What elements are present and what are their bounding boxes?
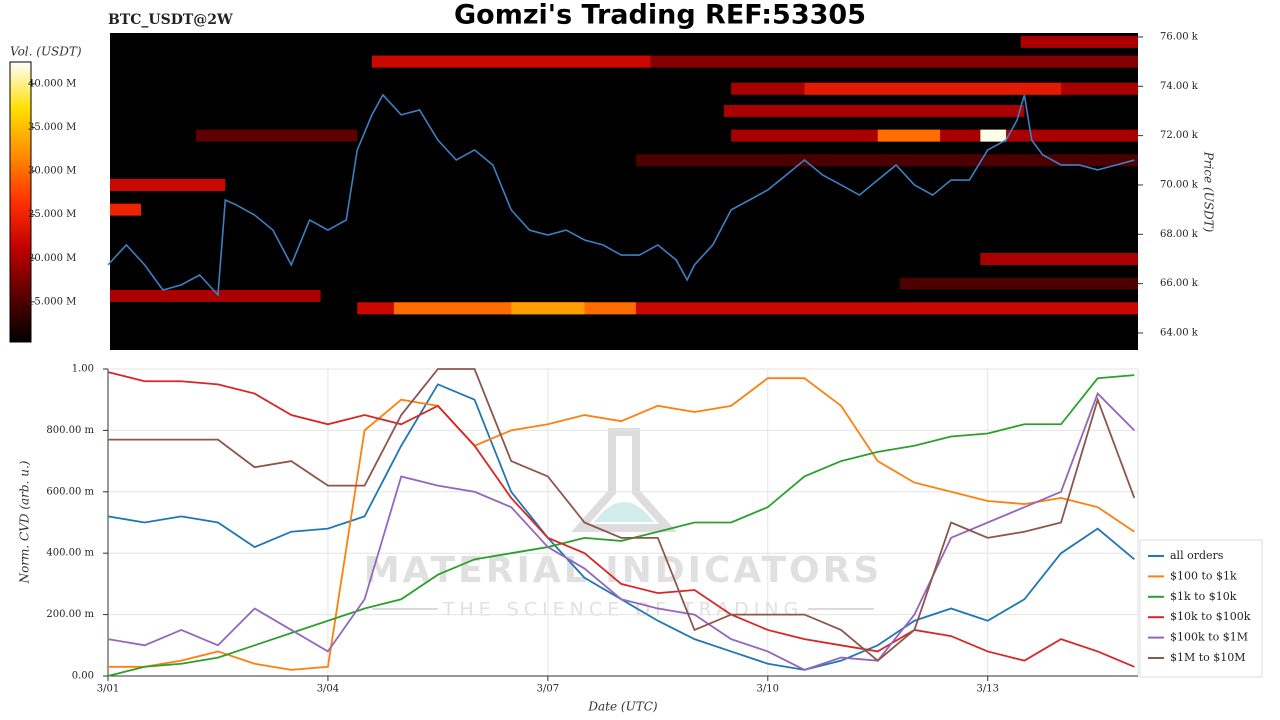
y-axis-label: Price (USDT) <box>1202 151 1216 233</box>
heatmap-cell <box>723 104 1025 117</box>
legend-label: $100k to $1M <box>1170 631 1248 644</box>
y-tick-label: 66.00 k <box>1160 278 1199 289</box>
x-tick-label: 3/10 <box>757 684 779 695</box>
x-axis-label: Date (UTC) <box>587 700 657 714</box>
legend-label: $100 to $1k <box>1170 569 1237 582</box>
y-tick-label: 600.00 m <box>46 486 94 497</box>
heatmap-cell <box>110 203 141 216</box>
colorbar-tick-label: 15.000 M <box>28 296 76 307</box>
heatmap-cell <box>877 129 941 142</box>
heatmap-cell <box>980 252 1138 265</box>
plot-background <box>107 368 1139 677</box>
price-line <box>107 93 1135 297</box>
heatmap-cell <box>110 178 226 191</box>
y-tick-label: 0.00 <box>72 671 94 682</box>
legend-label: $10k to $100k <box>1170 610 1251 623</box>
heatmap-cell <box>980 129 1007 142</box>
chart-title: Gomzi's Trading REF:53305 <box>454 0 866 31</box>
colorbar-tick-label: 25.000 M <box>28 209 76 220</box>
heatmap-cell <box>195 129 358 142</box>
y-tick-label: 64.00 k <box>1160 327 1199 338</box>
y-tick-label: 70.00 k <box>1160 179 1199 190</box>
colorbar-label: Vol. (USDT) <box>10 45 82 59</box>
colorbar-tick-label: 30.000 M <box>28 166 76 177</box>
series-line <box>107 374 1135 677</box>
x-tick-label: 3/13 <box>976 684 998 695</box>
y-tick-label: 1.00 <box>72 364 94 375</box>
heatmap-cell <box>511 302 585 315</box>
series-line <box>108 368 1136 662</box>
y-tick-label: 400.00 m <box>46 548 94 559</box>
legend-label: $1k to $10k <box>1170 590 1237 603</box>
series-line <box>108 377 1135 671</box>
y-tick-label: 74.00 k <box>1160 81 1199 92</box>
y-tick-label: 800.00 m <box>46 425 94 436</box>
subtitle: BTC_USDT@2W <box>108 12 233 28</box>
heatmap-cell <box>899 277 1138 290</box>
y-tick-label: 76.00 k <box>1160 31 1199 42</box>
y-tick-label: 68.00 k <box>1160 229 1199 240</box>
watermark-subtitle: THE SCIENCE OF TRADING <box>442 599 804 621</box>
heatmap-cell <box>804 82 1062 95</box>
y-axis-label: Norm. CVD (arb. u.) <box>18 460 32 584</box>
legend-label: $1M to $10M <box>1170 651 1246 664</box>
x-tick-label: 3/01 <box>97 684 119 695</box>
x-tick-label: 3/04 <box>317 684 339 695</box>
heatmap-cell <box>110 289 321 302</box>
legend-label: all orders <box>1170 549 1224 562</box>
heatmap-cell <box>371 55 651 68</box>
colorbar-tick-label: 40.000 M <box>28 78 76 89</box>
heatmap-cell <box>635 154 1138 167</box>
watermark-icon <box>594 502 654 522</box>
x-tick-label: 3/07 <box>537 684 559 695</box>
series-line <box>107 391 1135 671</box>
series-line <box>107 371 1135 668</box>
colorbar-tick-label: 20.000 M <box>28 253 76 264</box>
legend <box>1139 539 1263 678</box>
y-tick-label: 72.00 k <box>1160 130 1199 141</box>
heatmap-cell <box>1020 35 1138 48</box>
colorbar <box>9 61 32 343</box>
colorbar-tick-label: 35.000 M <box>28 122 76 133</box>
y-tick-label: 200.00 m <box>46 609 94 620</box>
